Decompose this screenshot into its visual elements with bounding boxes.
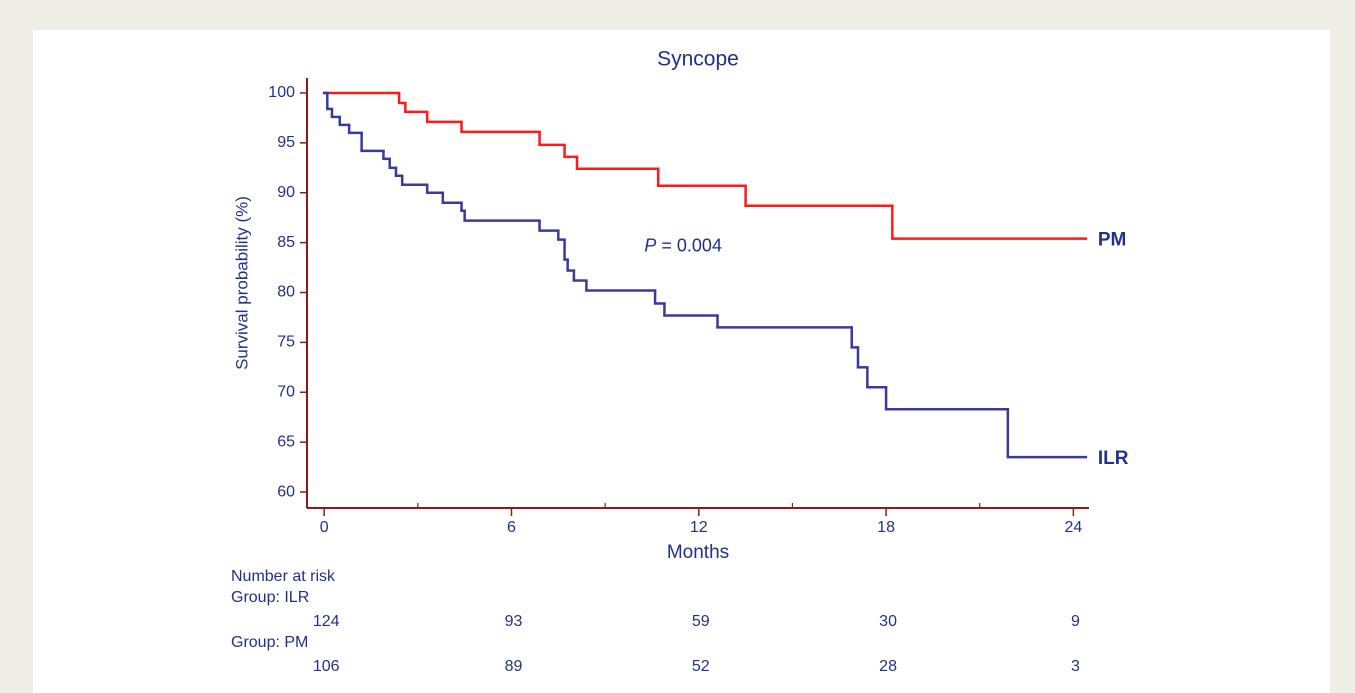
y-tick-label: 65 — [277, 433, 295, 450]
x-tick-label: 12 — [690, 519, 708, 536]
y-tick-label: 75 — [277, 334, 295, 351]
annotation: P = 0.004 — [644, 235, 722, 255]
risk-count: 124 — [313, 613, 340, 630]
x-tick-label: 6 — [507, 519, 516, 536]
x-tick-label: 0 — [320, 519, 329, 536]
risk-count: 93 — [505, 613, 523, 630]
y-tick-label: 80 — [277, 284, 295, 301]
annotation-text: = 0.004 — [656, 235, 722, 255]
risk-group-label: Group: ILR — [231, 589, 309, 606]
figure-panel — [33, 30, 1330, 693]
risk-count: 52 — [692, 658, 710, 675]
x-tick-label: 24 — [1064, 519, 1082, 536]
risk-count: 28 — [879, 658, 897, 675]
annotation-italic: P — [644, 235, 656, 255]
y-axis-label: Survival probability (%) — [232, 196, 251, 370]
series-label: ILR — [1098, 448, 1129, 469]
risk-count: 9 — [1071, 613, 1080, 630]
y-tick-label: 60 — [277, 483, 295, 500]
x-tick-label: 18 — [877, 519, 895, 536]
risk-table-title: Number at risk — [231, 568, 336, 585]
chart-title: Syncope — [657, 48, 739, 71]
risk-count: 30 — [879, 613, 897, 630]
risk-count: 89 — [505, 658, 523, 675]
series-label: PM — [1098, 230, 1127, 251]
y-tick-label: 90 — [277, 184, 295, 201]
risk-count: 3 — [1071, 658, 1080, 675]
risk-group-label: Group: PM — [231, 634, 308, 651]
risk-count: 59 — [692, 613, 710, 630]
y-tick-label: 95 — [277, 134, 295, 151]
y-tick-label: 70 — [277, 383, 295, 400]
risk-count: 106 — [313, 658, 340, 675]
y-tick-label: 100 — [268, 84, 295, 101]
y-tick-label: 85 — [277, 234, 295, 251]
x-axis-label: Months — [667, 542, 729, 563]
